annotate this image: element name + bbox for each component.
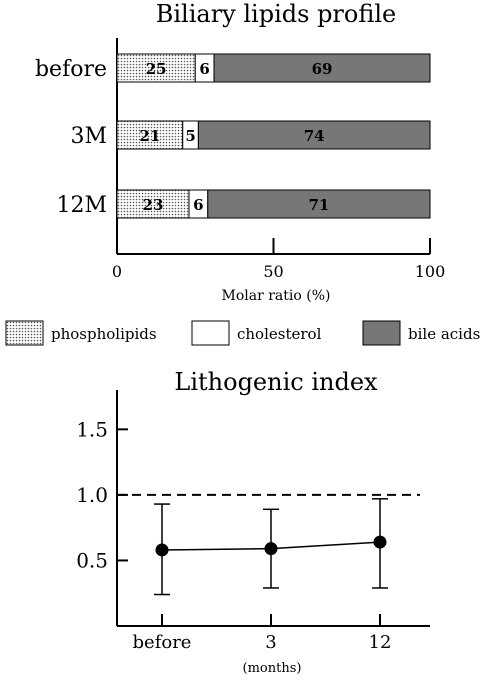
data-point xyxy=(155,543,169,557)
bar-category-label: 12M xyxy=(56,193,107,218)
line-y-tick-label: 1.0 xyxy=(76,483,108,507)
line-y-ticks: 0.5 1.0 1.5 xyxy=(76,417,128,572)
line-x-axis-label: (months) xyxy=(243,661,302,676)
bar-category-label: 3M xyxy=(70,124,107,149)
bar-segments: 25 6 69 21 5 74 23 6 71 xyxy=(116,53,431,219)
biliary-lipids-chart: Biliary lipids profile before 3M 12M 25 6 69… xyxy=(5,0,480,346)
line-x-tick-label: 12 xyxy=(369,632,392,653)
line-x-tick-label: 3 xyxy=(265,632,276,653)
bar-segment-phospholipids xyxy=(116,120,184,150)
data-point xyxy=(264,542,278,556)
legend-label: bile acids xyxy=(408,325,480,343)
bar-category-labels: before 3M 12M xyxy=(35,57,107,218)
line-series xyxy=(154,498,388,596)
bar-data-label: 6 xyxy=(193,196,203,214)
legend-label: phospholipids xyxy=(51,325,157,343)
bar-data-label: 23 xyxy=(143,196,164,214)
bar-data-label: 69 xyxy=(312,60,333,78)
legend-label: cholesterol xyxy=(237,325,322,343)
bar-data-label: 74 xyxy=(304,127,325,145)
data-point xyxy=(373,535,387,549)
bar-data-label: 25 xyxy=(146,60,167,78)
bar-x-tick-label: 0 xyxy=(112,262,122,281)
legend: phospholipids cholesterol bile acids xyxy=(5,320,480,346)
bar-category-label: before xyxy=(35,57,107,82)
bar-data-label: 5 xyxy=(185,127,195,145)
line-x-tick-label: before xyxy=(133,632,192,653)
bar-x-tick-label: 100 xyxy=(415,262,446,281)
legend-swatch-cholesterol xyxy=(191,320,230,346)
line-chart-title: Lithogenic index xyxy=(174,368,378,396)
line-y-tick-label: 0.5 xyxy=(76,548,108,572)
bar-x-tick-label: 50 xyxy=(263,262,283,281)
bar-data-label: 6 xyxy=(199,60,209,78)
bar-data-label: 21 xyxy=(139,127,160,145)
legend-swatch-bile-acids xyxy=(362,320,401,346)
bar-segment-bile-acids xyxy=(197,120,431,150)
bar-x-ticks: 0 50 100 xyxy=(112,238,445,281)
bar-x-axis-label: Molar ratio (%) xyxy=(222,288,331,304)
bar-chart-title: Biliary lipids profile xyxy=(156,0,397,28)
lithogenic-index-chart: Lithogenic index 0.5 1.0 1.5 before 3 12 (mo… xyxy=(76,368,430,676)
line-x-ticks: before 3 12 xyxy=(133,614,392,653)
legend-swatch-phospholipids xyxy=(5,320,44,346)
line-y-tick-label: 1.5 xyxy=(76,417,108,441)
bar-segment-bile-acids xyxy=(207,189,431,219)
bar-segment-bile-acids xyxy=(213,53,431,83)
bar-data-label: 71 xyxy=(308,196,329,214)
